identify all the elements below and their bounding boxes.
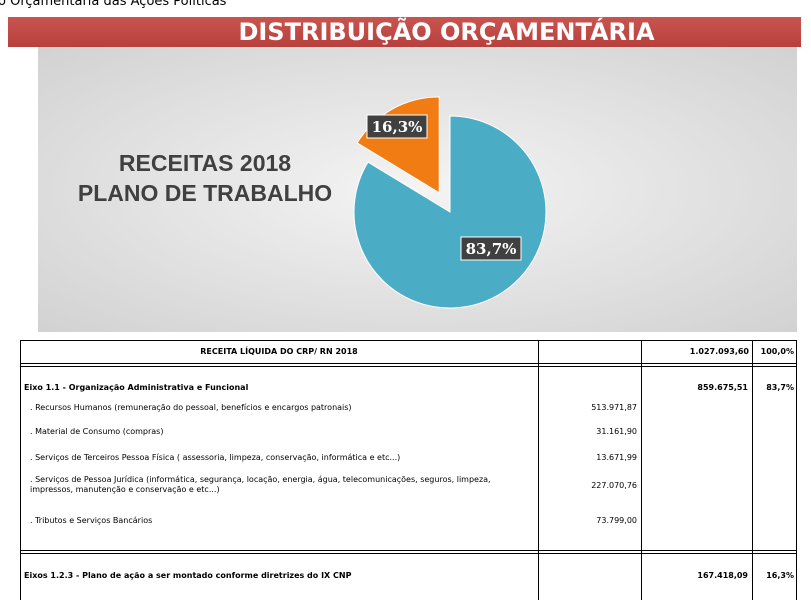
item-label: . Recursos Humanos (remuneração do pesso… xyxy=(30,403,352,412)
section-label: Eixos 1.2.3 - Plano de ação a ser montad… xyxy=(24,571,352,580)
item-value: 73.799,00 xyxy=(596,516,637,525)
item-label: . Tributos e Serviços Bancários xyxy=(30,516,153,525)
item-label: . Material de Consumo (compras) xyxy=(30,427,164,436)
item-value: 13.671,99 xyxy=(596,453,637,462)
col-border xyxy=(641,340,642,600)
header-label: RECEITA LÍQUIDA DO CRP/ RN 2018 xyxy=(200,347,358,356)
row-border xyxy=(20,553,797,554)
col-border xyxy=(752,340,753,600)
label-box xyxy=(460,236,522,261)
row-border xyxy=(20,366,797,367)
chart: RECEITAS 2018 PLANO DE TRABALHO 83,7% 16,… xyxy=(38,47,797,332)
section-label: Eixo 1.1 - Organização Administrativa e … xyxy=(24,383,249,392)
header-percent: 100,0% xyxy=(760,347,794,356)
chart-title: RECEITAS 2018 xyxy=(119,150,291,176)
row-border xyxy=(20,363,797,364)
item-value: 31.161,90 xyxy=(596,427,637,436)
item-label: . Serviços de Terceiros Pessoa Física ( … xyxy=(30,453,401,462)
label-box xyxy=(366,114,428,139)
slice-label: 16,3% xyxy=(372,118,423,136)
section-total: 167.418,09 xyxy=(697,571,748,580)
header-fragment: o Orçamentária das Ações Políticas xyxy=(0,0,227,9)
section-percent: 16,3% xyxy=(766,571,794,580)
item-value: 513.971,87 xyxy=(591,403,637,412)
slice-label: 83,7% xyxy=(466,240,517,258)
col-border xyxy=(538,340,539,600)
col-border xyxy=(20,340,21,600)
item-value: 227.070,76 xyxy=(591,481,637,490)
row-border xyxy=(20,550,797,551)
header-total: 1.027.093,60 xyxy=(689,347,749,356)
col-border xyxy=(796,340,797,600)
item-label: . Serviços de Pessoa Jurídica (informáti… xyxy=(30,475,491,494)
row-border xyxy=(20,340,797,341)
section-total: 859.675,51 xyxy=(697,383,748,392)
section-percent: 83,7% xyxy=(766,383,794,392)
chart-title: PLANO DE TRABALHO xyxy=(78,180,332,206)
banner: DISTRIBUIÇÃO ORÇAMENTÁRIA xyxy=(8,17,801,47)
banner-text: DISTRIBUIÇÃO ORÇAMENTÁRIA xyxy=(238,18,655,46)
